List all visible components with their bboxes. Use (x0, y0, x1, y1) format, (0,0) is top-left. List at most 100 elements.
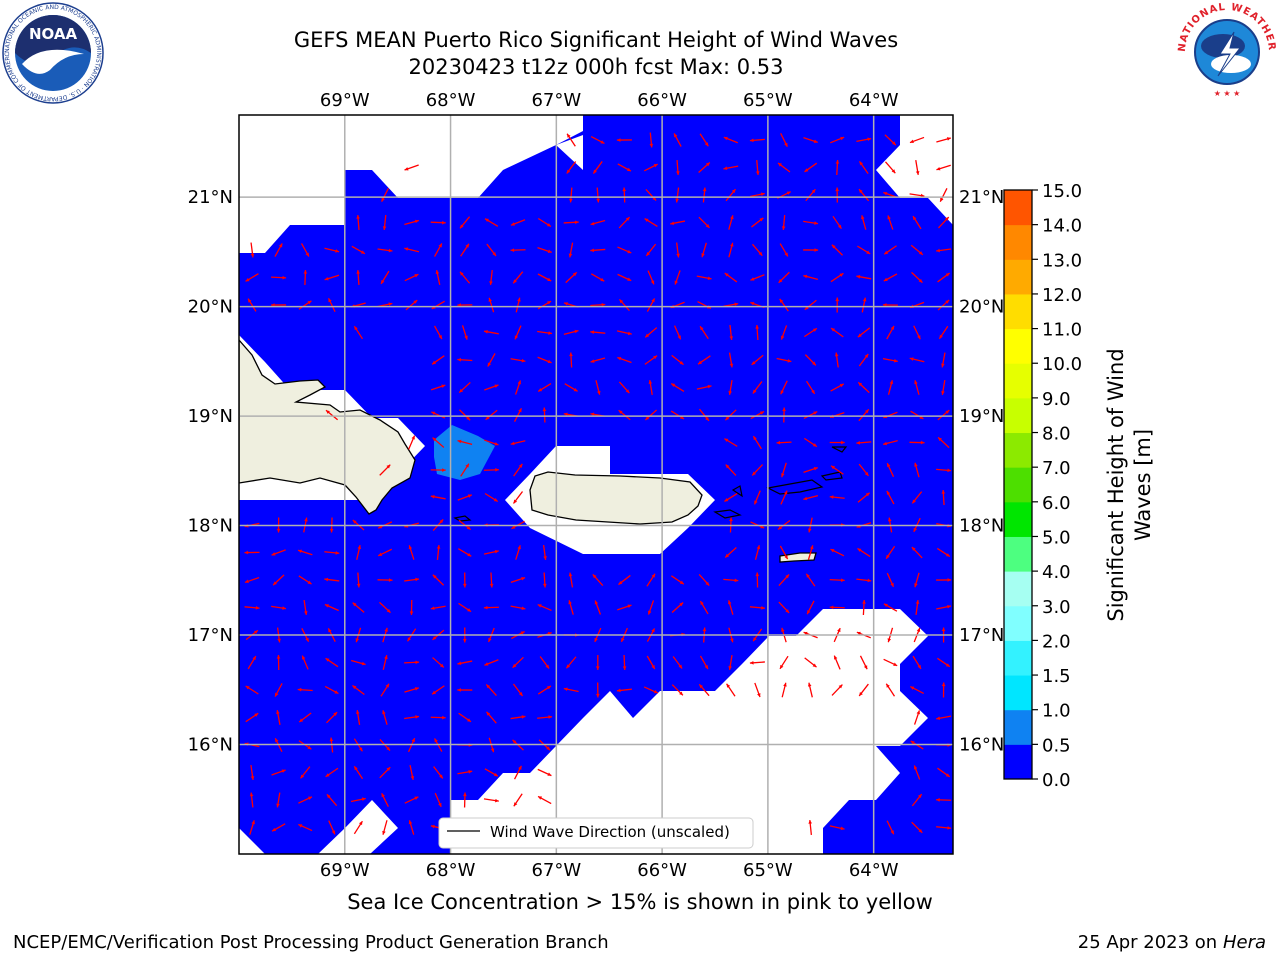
colorbar-tick-label: 14.0 (1042, 216, 1082, 237)
wave-arrow (779, 298, 789, 312)
wave-arrow (803, 274, 819, 280)
wave-arrow (298, 796, 313, 804)
lat-tick-label-right: 19°N (959, 406, 1004, 427)
wave-arrow (542, 407, 547, 423)
wave-arrow (857, 381, 870, 394)
wave-arrow (856, 137, 872, 143)
wave-arrow (537, 795, 552, 805)
wave-arrow (755, 159, 760, 176)
wave-arrow (404, 715, 420, 720)
wave-arrow (457, 494, 473, 501)
wave-arrow (592, 161, 603, 174)
wave-arrow (617, 163, 632, 172)
wave-arrow (805, 188, 816, 202)
wave-arrow (622, 654, 627, 671)
wave-arrow (780, 133, 788, 147)
wave-arrow (566, 133, 576, 147)
wave-arrow (595, 654, 600, 671)
wave-arrow (594, 600, 602, 615)
wave-arrow (941, 682, 946, 698)
wave-arrow (404, 273, 419, 282)
wave-arrow (405, 299, 418, 311)
wave-arrow (617, 604, 632, 611)
lat-tick-label-left: 20°N (188, 297, 233, 318)
wave-arrow (537, 246, 552, 254)
wave-arrow (936, 137, 951, 143)
wave-arrow (938, 216, 950, 229)
colorbar-tick-label: 7.0 (1042, 458, 1071, 479)
wave-arrow (698, 408, 710, 422)
wave-arrow (676, 242, 680, 258)
lon-tick-label-bottom: 64°W (849, 860, 899, 881)
wave-arrow (515, 545, 521, 560)
wave-arrow (569, 187, 573, 203)
wave-arrow (696, 384, 712, 390)
wave-arrow (725, 464, 737, 476)
wave-arrow (276, 654, 281, 671)
wave-arrow (936, 715, 952, 720)
wave-arrow (510, 248, 526, 252)
wave-arrow (297, 687, 313, 692)
wave-arrow (382, 655, 388, 670)
wave-arrow (698, 162, 711, 173)
wave-arrow (324, 247, 340, 253)
wave-arrow (431, 685, 445, 695)
wave-arrow (886, 325, 895, 340)
wave-arrow (380, 270, 390, 285)
wave-arrow (484, 384, 499, 391)
hispaniola-coast (239, 339, 416, 515)
wave-arrow (728, 654, 733, 671)
wave-arrow (326, 793, 338, 807)
wave-arrow (432, 437, 445, 448)
wave-arrow (512, 683, 524, 697)
wave-direction-arrows (244, 132, 952, 836)
wave-arrow (728, 215, 734, 230)
wave-arrow (382, 820, 388, 835)
small-islands (453, 446, 848, 522)
wave-arrow (563, 687, 579, 693)
wave-arrow (753, 490, 761, 505)
wave-arrow (271, 275, 287, 280)
wave-arrow (461, 325, 468, 340)
wave-arrow (858, 408, 870, 422)
wave-arrow (616, 688, 632, 693)
wave-arrow (936, 578, 952, 582)
colorbar (1003, 189, 1038, 780)
wave-arrow (755, 572, 760, 588)
colorbar-tick-label: 15.0 (1042, 181, 1082, 202)
wave-arrow (910, 410, 924, 420)
lat-tick-label-left: 18°N (188, 516, 233, 537)
wave-arrow (887, 380, 894, 395)
wave-arrow (806, 600, 815, 615)
wave-arrow (245, 685, 259, 695)
wave-arrow (780, 490, 788, 505)
wave-arrow (247, 298, 257, 312)
colorbar-swatch (1004, 571, 1032, 607)
wave-arrow (779, 655, 789, 670)
wave-arrow (356, 545, 362, 560)
wave-arrow (782, 407, 786, 423)
wave-arrow (379, 766, 391, 779)
lon-tick-label-top: 64°W (849, 90, 899, 111)
wave-arrow (883, 603, 898, 612)
wave-arrow (649, 132, 654, 148)
footer-date: 25 Apr 2023 on Hera (1078, 932, 1266, 953)
wave-arrow (616, 330, 632, 336)
wave-arrow (563, 329, 579, 336)
colorbar-swatch (1004, 467, 1032, 503)
wave-arrow (325, 767, 339, 778)
wave-arrow (749, 138, 765, 143)
wave-arrow (913, 765, 921, 780)
wave-arrow (750, 274, 765, 281)
wave-arrow (857, 547, 871, 558)
wave-arrow (936, 248, 952, 253)
wave-arrow (460, 463, 470, 477)
wave-arrow (543, 572, 547, 588)
wave-arrow (646, 655, 656, 670)
wave-arrow (804, 162, 818, 173)
colorbar-tick-label: 8.0 (1042, 424, 1071, 445)
wave-arrow (937, 436, 950, 449)
lon-tick-label-top: 66°W (637, 90, 687, 111)
wave-arrow (857, 327, 871, 338)
graticule (239, 115, 953, 854)
